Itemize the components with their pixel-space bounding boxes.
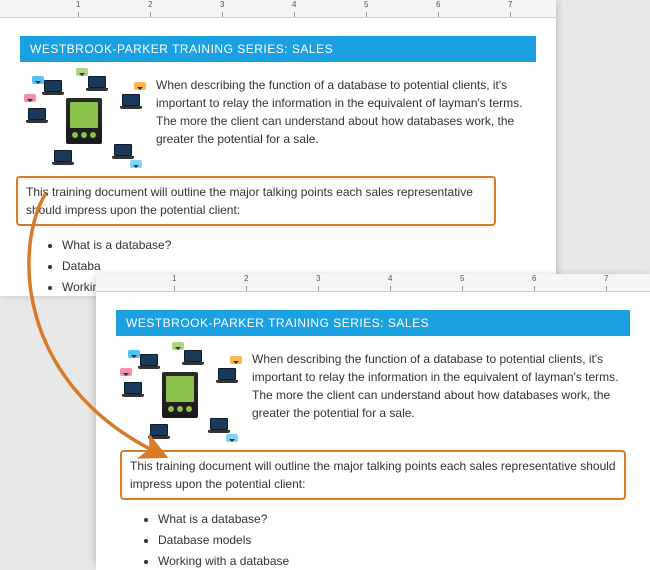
list-item: What is a database?: [62, 236, 532, 254]
highlighted-paragraph-after: This training document will outline the …: [120, 450, 626, 500]
network-clipart-icon: [24, 76, 144, 164]
document-window-before: 1 2 3 4 5 6 7 WESTBROOK-PARKER TRAINING …: [0, 0, 556, 292]
network-clipart-icon: [120, 350, 240, 438]
intro-paragraph: When describing the function of a databa…: [156, 76, 532, 164]
ruler: 1 2 3 4 5 6 7: [96, 274, 650, 292]
intro-paragraph: When describing the function of a databa…: [252, 350, 626, 438]
document-window-after: 1 2 3 4 5 6 7 WESTBROOK-PARKER TRAINING …: [96, 274, 650, 562]
list-item: Databa: [62, 257, 532, 275]
ruler: 1 2 3 4 5 6 7: [0, 0, 556, 18]
page: WESTBROOK-PARKER TRAINING SERIES: SALES …: [0, 36, 556, 296]
highlighted-paragraph-before: This training document will outline the …: [16, 176, 496, 226]
bullet-list: What is a database? Database models Work…: [120, 510, 626, 570]
page: WESTBROOK-PARKER TRAINING SERIES: SALES …: [96, 310, 650, 570]
document-title: WESTBROOK-PARKER TRAINING SERIES: SALES: [20, 36, 536, 62]
list-item: Database models: [158, 531, 626, 549]
document-title: WESTBROOK-PARKER TRAINING SERIES: SALES: [116, 310, 630, 336]
list-item: What is a database?: [158, 510, 626, 528]
list-item: Working with a database: [158, 552, 626, 570]
